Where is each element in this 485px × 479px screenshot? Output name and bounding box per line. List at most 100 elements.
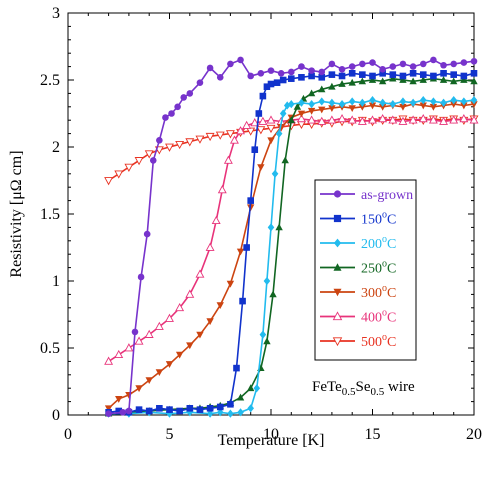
data-point-series-5	[378, 103, 387, 111]
data-point-series-1	[328, 60, 336, 68]
data-point-series-4	[247, 384, 255, 392]
data-point-series-5	[318, 106, 326, 114]
data-point-series-3	[298, 98, 305, 107]
data-point-series-1	[227, 60, 234, 68]
data-point-series-5	[399, 103, 407, 111]
data-point-series-4	[378, 77, 387, 85]
data-point-series-2	[338, 72, 346, 80]
data-point-series-1	[137, 273, 145, 281]
data-point-series-2	[450, 71, 457, 78]
data-point-series-2	[186, 405, 194, 412]
data-point-series-3	[237, 408, 244, 417]
data-point-series-1	[196, 79, 204, 86]
data-point-series-6	[223, 155, 233, 164]
data-point-series-6	[469, 115, 479, 124]
legend-marker	[333, 238, 342, 248]
data-point-series-2	[409, 70, 417, 77]
data-point-series-2	[318, 74, 326, 81]
data-point-series-3	[399, 97, 407, 106]
data-point-series-2	[263, 83, 271, 90]
data-point-series-3	[288, 100, 295, 109]
data-point-series-5	[257, 164, 265, 171]
data-point-series-4	[409, 77, 417, 85]
data-point-series-1	[186, 90, 194, 97]
data-point-series-3	[267, 223, 275, 232]
data-point-series-3	[359, 98, 366, 107]
data-point-series-1	[379, 65, 386, 73]
data-point-series-4	[399, 76, 407, 83]
data-point-series-2	[440, 70, 447, 77]
data-point-series-5	[216, 302, 224, 310]
data-point-series-5	[450, 101, 458, 109]
data-point-series-6	[236, 126, 246, 135]
data-point-series-3	[263, 276, 271, 286]
data-point-series-1	[308, 67, 315, 74]
data-point-series-7	[104, 177, 114, 186]
data-point-series-2	[255, 110, 263, 117]
data-point-series-4	[293, 102, 302, 110]
data-point-series-5	[419, 102, 427, 110]
data-point-series-3	[227, 409, 234, 418]
data-point-series-7	[215, 131, 225, 140]
x-tick-label: 5	[166, 426, 174, 443]
data-point-series-4	[275, 223, 283, 231]
data-point-series-2	[470, 70, 478, 77]
data-point-series-2	[233, 364, 240, 372]
y-tick-label: 2.5	[40, 72, 60, 89]
data-point-series-2	[419, 71, 427, 78]
data-point-series-1	[168, 110, 175, 117]
data-point-series-4	[358, 77, 367, 85]
data-point-series-6	[398, 116, 408, 125]
data-point-series-7	[165, 143, 174, 152]
data-point-series-4	[389, 74, 397, 82]
data-point-series-2	[206, 405, 214, 412]
series-line-1	[108, 58, 475, 415]
y-tick-label: 3	[52, 5, 60, 22]
data-point-series-4	[328, 82, 336, 90]
legend-label: 500oC	[361, 332, 396, 350]
data-point-series-6	[439, 116, 449, 125]
data-point-series-3	[389, 100, 397, 109]
legend-marker	[333, 263, 342, 271]
x-axis-label: Temperature [K]	[218, 432, 325, 449]
data-point-series-7	[124, 163, 134, 172]
data-point-series-5	[104, 405, 113, 413]
data-point-series-4	[263, 337, 271, 345]
data-point-series-5	[186, 342, 194, 350]
legend-box	[314, 179, 417, 361]
data-point-series-2	[273, 79, 281, 86]
x-tick-label: 10	[263, 426, 279, 443]
data-point-series-3	[253, 384, 261, 393]
data-point-series-6	[205, 242, 215, 251]
data-point-series-1	[318, 68, 326, 76]
data-point-series-6	[154, 321, 164, 330]
data-point-series-6	[317, 116, 327, 125]
data-point-series-5	[470, 101, 478, 109]
data-point-series-1	[338, 65, 346, 73]
data-point-series-2	[115, 407, 123, 415]
data-point-series-2	[328, 71, 336, 78]
legend-label: 300oC	[361, 283, 396, 301]
data-point-series-6	[104, 356, 114, 365]
data-point-series-6	[242, 120, 252, 129]
data-point-series-3	[279, 109, 287, 118]
data-point-series-6	[449, 115, 459, 124]
data-point-series-4	[348, 78, 356, 86]
data-point-series-6	[195, 269, 205, 278]
x-tick-label: 0	[64, 426, 72, 443]
data-point-series-3	[369, 96, 376, 105]
data-point-series-6	[114, 349, 124, 359]
data-point-series-5	[135, 385, 143, 393]
data-point-series-1	[288, 68, 295, 76]
data-point-series-2	[379, 70, 386, 77]
data-point-series-3	[450, 96, 457, 105]
data-point-series-1	[216, 74, 224, 81]
data-point-series-2	[259, 92, 267, 100]
data-point-series-3	[318, 97, 326, 106]
data-point-series-7	[144, 150, 154, 159]
y-tick-label: 0.5	[40, 340, 60, 357]
data-point-series-2	[166, 406, 173, 413]
data-point-series-5	[206, 318, 214, 326]
data-point-series-1	[125, 407, 133, 415]
data-point-series-6	[185, 289, 195, 298]
